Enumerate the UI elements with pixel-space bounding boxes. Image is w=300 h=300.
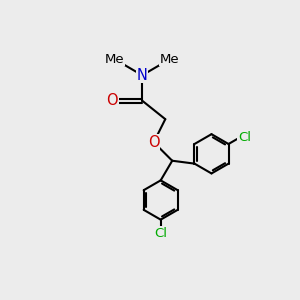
Text: O: O xyxy=(106,93,118,108)
Text: O: O xyxy=(148,135,160,150)
Text: Cl: Cl xyxy=(238,131,251,144)
Text: Me: Me xyxy=(105,52,124,66)
Text: Me: Me xyxy=(160,52,180,66)
Text: Cl: Cl xyxy=(154,227,167,240)
Text: N: N xyxy=(137,68,148,83)
